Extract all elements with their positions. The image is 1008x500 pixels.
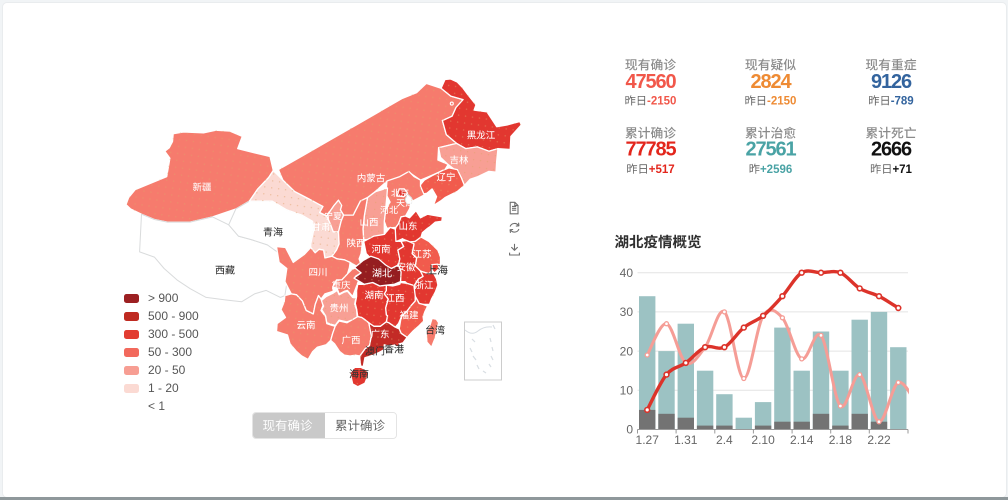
- svg-text:1.27: 1.27: [636, 433, 660, 447]
- svg-text:2.10: 2.10: [751, 433, 775, 447]
- svg-text:-789: -789: [891, 96, 914, 108]
- svg-text:1.31: 1.31: [674, 433, 698, 447]
- svg-text:2.4: 2.4: [716, 433, 733, 447]
- svg-text:+2596: +2596: [760, 164, 792, 176]
- svg-text:-2150: -2150: [767, 96, 796, 108]
- svg-text:2.18: 2.18: [829, 433, 853, 447]
- svg-text:9126: 9126: [871, 71, 912, 93]
- svg-text:2824: 2824: [750, 71, 792, 93]
- svg-text:+71: +71: [892, 164, 912, 176]
- svg-text:47560: 47560: [625, 71, 676, 93]
- svg-text:40: 40: [620, 266, 634, 280]
- svg-text:27561: 27561: [745, 139, 796, 161]
- svg-text:77785: 77785: [625, 139, 676, 161]
- svg-text:-2150: -2150: [647, 96, 676, 108]
- svg-text:2.14: 2.14: [790, 433, 814, 447]
- svg-text:10: 10: [620, 384, 634, 398]
- svg-text:0: 0: [626, 423, 633, 437]
- svg-text:2.22: 2.22: [867, 433, 891, 447]
- svg-text:+517: +517: [649, 164, 675, 176]
- svg-text:30: 30: [620, 305, 634, 319]
- svg-text:20: 20: [620, 344, 634, 358]
- svg-text:2666: 2666: [871, 139, 912, 161]
